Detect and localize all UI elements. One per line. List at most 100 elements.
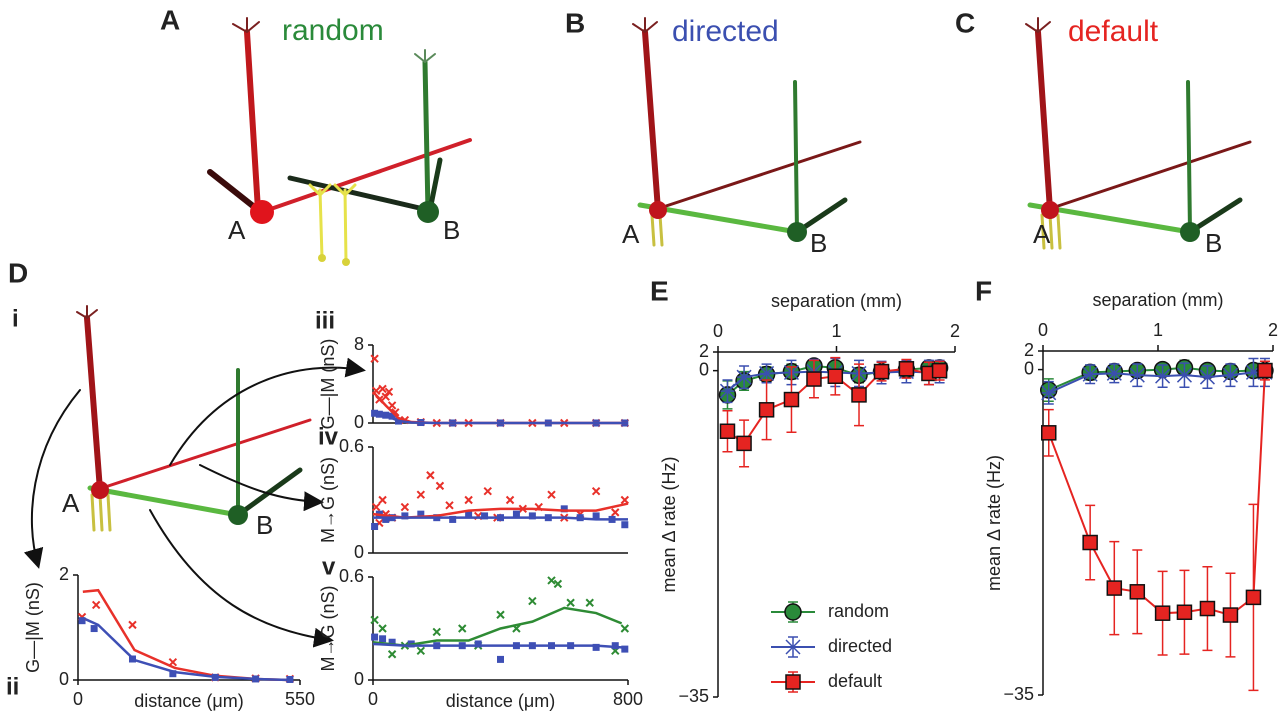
marker xyxy=(621,521,629,529)
series-line xyxy=(372,390,628,425)
marker xyxy=(211,673,219,681)
x-tick-label: 550 xyxy=(285,689,315,709)
marker xyxy=(736,435,752,452)
marker xyxy=(169,670,177,678)
marker xyxy=(806,371,822,387)
y-tick-label: 0 xyxy=(354,669,364,689)
neuron-label: B xyxy=(256,510,273,540)
y-axis-label: mean Δ rate (Hz) xyxy=(659,456,679,592)
x-axis-label: distance (μm) xyxy=(134,691,243,711)
marker xyxy=(873,363,890,380)
marker xyxy=(528,512,536,520)
marker xyxy=(785,639,801,655)
subpanel-label: ii xyxy=(6,673,19,700)
marker xyxy=(401,512,409,520)
marker xyxy=(851,387,867,403)
y-tick-label: 8 xyxy=(354,334,364,354)
marker xyxy=(371,502,381,512)
marker xyxy=(719,383,736,399)
y-tick-label: 0 xyxy=(1024,358,1034,378)
marker xyxy=(620,624,630,633)
marker xyxy=(592,643,600,651)
marker xyxy=(90,625,98,633)
subpanel-label: v xyxy=(322,553,336,580)
y-axis-label: mean Δ rate (Hz) xyxy=(984,455,1004,591)
neuron-label: B xyxy=(443,215,460,245)
marker xyxy=(553,579,563,589)
marker xyxy=(1245,589,1262,606)
x-tick-label: 2 xyxy=(950,321,960,341)
marker xyxy=(1129,367,1145,383)
marker xyxy=(611,508,620,517)
panel-label: B xyxy=(565,7,585,38)
marker xyxy=(1176,604,1193,621)
legend-label: random xyxy=(828,601,889,621)
y-tick-label: 2 xyxy=(1024,340,1034,360)
neuron-label: A xyxy=(228,215,246,245)
marker xyxy=(91,600,101,610)
marker xyxy=(528,596,537,606)
panel-label: C xyxy=(955,7,975,38)
condition-title: directed xyxy=(672,15,779,48)
marker xyxy=(435,481,445,491)
marker xyxy=(512,510,520,518)
marker xyxy=(128,655,136,663)
marker xyxy=(620,495,630,505)
x-tick-label: 1 xyxy=(831,321,841,341)
marker xyxy=(566,598,575,607)
y-tick-label: 0 xyxy=(354,412,364,432)
panel-label: A xyxy=(160,4,180,35)
marker xyxy=(592,512,600,520)
neuron-render-b xyxy=(632,17,862,247)
marker xyxy=(547,490,556,499)
marker xyxy=(759,365,775,381)
marker xyxy=(1176,367,1192,383)
marker xyxy=(78,617,86,625)
panel-label: E xyxy=(650,275,669,306)
marker xyxy=(827,368,844,384)
marker xyxy=(1106,580,1123,596)
marker xyxy=(252,675,260,683)
marker xyxy=(128,620,137,630)
y-tick-label: 0.6 xyxy=(339,566,364,586)
marker xyxy=(416,646,426,656)
legend-label: default xyxy=(828,671,882,691)
marker xyxy=(371,523,379,530)
marker xyxy=(168,657,178,667)
marker xyxy=(931,362,948,379)
x-axis-label: separation (mm) xyxy=(771,291,902,311)
marker xyxy=(388,412,396,420)
marker xyxy=(464,495,473,505)
marker xyxy=(474,640,482,648)
marker xyxy=(370,354,379,363)
neuron-label: A xyxy=(1033,219,1051,249)
marker xyxy=(465,510,473,518)
series-line xyxy=(1048,371,1265,394)
marker xyxy=(426,471,435,480)
y-axis-label: M→G (nS) xyxy=(318,585,338,671)
marker xyxy=(416,490,426,499)
marker xyxy=(381,392,390,401)
x-tick-label: 0 xyxy=(713,321,723,341)
marker xyxy=(1041,425,1057,441)
series-line xyxy=(1047,370,1266,617)
series-line xyxy=(82,588,290,682)
neuron-render-d xyxy=(23,305,366,648)
marker xyxy=(736,369,752,385)
neuron-label: A xyxy=(62,488,80,518)
marker xyxy=(1199,600,1216,617)
marker xyxy=(496,610,505,619)
marker xyxy=(483,486,492,496)
series-line xyxy=(373,516,628,521)
marker xyxy=(1155,368,1171,384)
marker xyxy=(449,515,457,523)
y-tick-label: 0 xyxy=(354,542,364,562)
x-tick-label: 2 xyxy=(1268,320,1278,340)
y-tick-label: −35 xyxy=(678,686,709,706)
panel-label: F xyxy=(975,275,992,306)
x-tick-label: 0 xyxy=(368,689,378,709)
marker xyxy=(1041,385,1057,401)
condition-title: default xyxy=(1068,15,1159,48)
x-axis-label: separation (mm) xyxy=(1092,290,1223,310)
marker xyxy=(898,361,915,377)
